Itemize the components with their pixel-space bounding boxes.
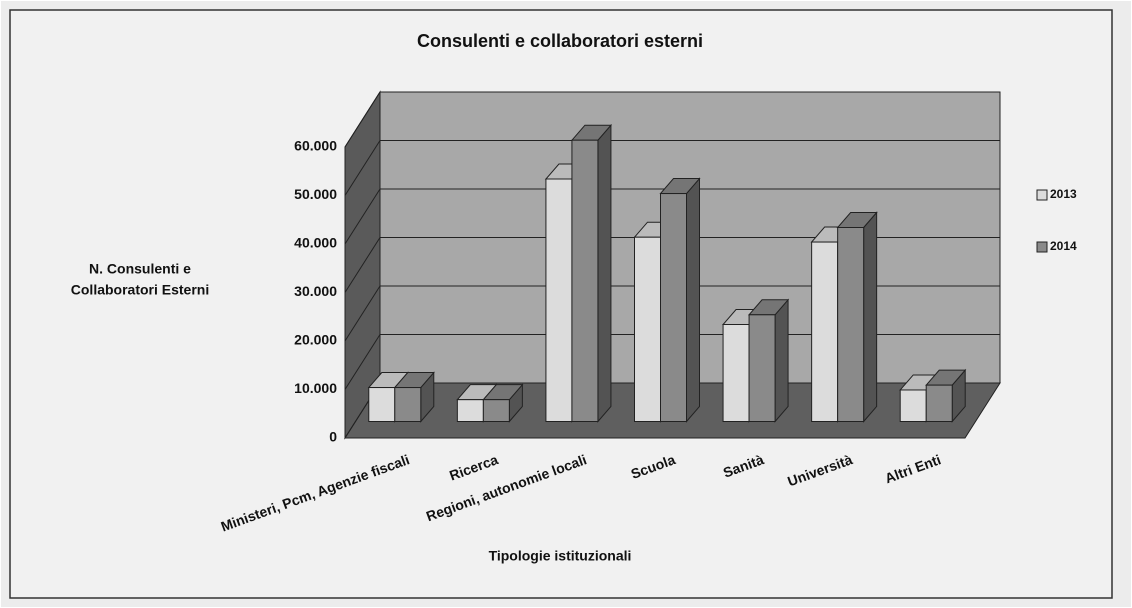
grid-line xyxy=(344,140,381,196)
bar xyxy=(482,399,510,422)
y-axis-title: N. Consulenti e xyxy=(89,261,191,277)
bar xyxy=(456,399,484,422)
legend-swatch xyxy=(1036,189,1048,201)
grid-line xyxy=(344,285,381,342)
y-tick-label: 30.000 xyxy=(294,283,337,299)
bar xyxy=(660,193,687,422)
x-axis-title: Tipologie istituzionali xyxy=(489,548,632,564)
bar xyxy=(545,178,573,422)
bar xyxy=(748,314,776,422)
grid-line xyxy=(344,91,381,148)
y-tick-label: 0 xyxy=(329,429,337,445)
bar xyxy=(634,236,661,422)
legend-label: 2014 xyxy=(1050,239,1077,253)
bar xyxy=(925,384,953,422)
grid-line xyxy=(344,334,381,390)
chart-title: Consulenti e collaboratori esterni xyxy=(417,31,703,51)
bar-side xyxy=(597,123,612,423)
bar xyxy=(837,227,865,422)
y-tick-label: 60.000 xyxy=(294,138,337,154)
bar xyxy=(722,324,750,422)
y-tick-label: 50.000 xyxy=(294,186,337,202)
bar-side xyxy=(863,211,878,423)
legend-label: 2013 xyxy=(1050,187,1077,201)
bar-side xyxy=(774,298,789,423)
bar xyxy=(571,139,599,422)
y-tick-label: 20.000 xyxy=(294,332,337,348)
bar xyxy=(899,389,927,423)
legend-swatch xyxy=(1036,241,1048,253)
bar xyxy=(811,241,839,422)
y-axis-title: Collaboratori Esterni xyxy=(71,282,209,298)
bar xyxy=(394,387,422,422)
grid-line xyxy=(344,237,381,293)
y-tick-label: 10.000 xyxy=(294,380,337,396)
bar-side xyxy=(686,177,700,423)
y-tick-label: 40.000 xyxy=(294,235,337,251)
bar xyxy=(368,387,396,422)
grid-line xyxy=(344,188,381,245)
